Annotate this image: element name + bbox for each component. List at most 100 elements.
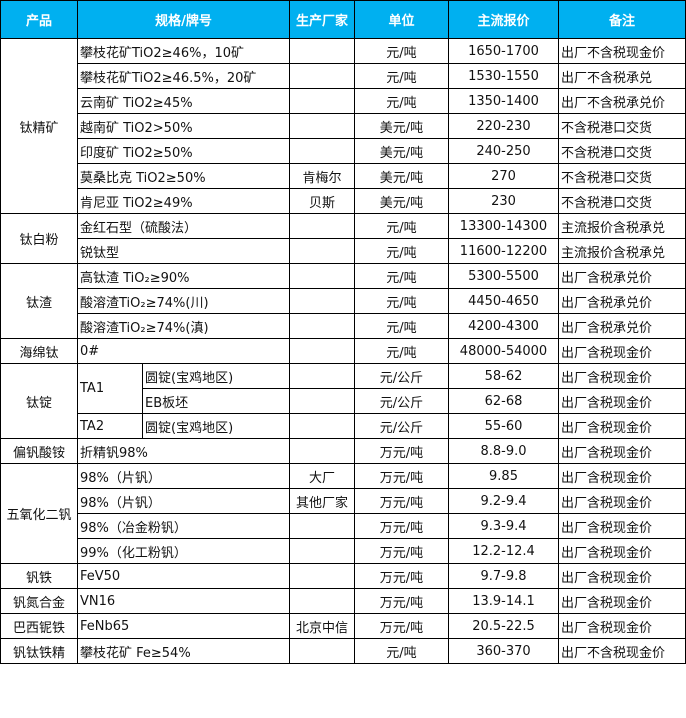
price-cell: 230 (448, 188, 559, 214)
maker-cell (289, 538, 355, 564)
unit-cell: 万元/吨 (354, 488, 449, 514)
product-cell: 钒氮合金 (0, 588, 78, 614)
note-cell: 出厂含税现金价 (558, 588, 686, 614)
maker-cell: 北京中信 (289, 613, 355, 639)
maker-cell (289, 588, 355, 614)
table-row: 偏钒酸铵 折精钒98% 万元/吨 8.8-9.0 出厂含税现金价 (0, 438, 686, 464)
price-cell: 9.85 (448, 463, 559, 489)
table-row: 印度矿 TiO2≥50% 美元/吨 240-250 不含税港口交货 (1, 138, 686, 164)
unit-cell: 美元/吨 (354, 113, 449, 139)
table-row: 攀枝花矿TiO2≥46.5%，20矿 元/吨 1530-1550 出厂不含税承兑 (1, 63, 686, 89)
grade-cell: TA2 (77, 413, 143, 439)
note-cell: 不含税港口交货 (558, 163, 686, 189)
maker-cell (289, 363, 355, 389)
maker-cell (289, 288, 355, 314)
table-row: 巴西铌铁 FeNb65 北京中信 万元/吨 20.5-22.5 出厂含税现金价 (0, 613, 686, 639)
price-cell: 13300-14300 (448, 213, 559, 239)
price-cell: 55-60 (448, 413, 559, 439)
unit-cell: 元/吨 (354, 88, 449, 114)
table-row: 肯尼亚 TiO2≥49% 贝斯 美元/吨 230 不含税港口交货 (1, 188, 686, 214)
note-cell: 主流报价含税承兑 (558, 238, 686, 264)
maker-cell: 大厂 (289, 463, 355, 489)
maker-cell (289, 638, 355, 664)
spec-cell: 圆锭(宝鸡地区) (142, 363, 290, 389)
note-cell: 出厂含税现金价 (558, 488, 686, 514)
maker-cell (289, 213, 355, 239)
unit-cell: 元/吨 (354, 63, 449, 89)
price-cell: 5300-5500 (448, 263, 559, 289)
price-cell: 13.9-14.1 (448, 588, 559, 614)
table-row: 酸溶渣TiO₂≥74%(川) 元/吨 4450-4650 出厂含税承兑价 (1, 288, 686, 314)
table-row: 酸溶渣TiO₂≥74%(滇) 元/吨 4200-4300 出厂含税承兑价 (1, 313, 686, 339)
price-cell: 62-68 (448, 388, 559, 414)
note-cell: 出厂不含税现金价 (558, 38, 686, 64)
maker-cell (289, 138, 355, 164)
table-row: 钒铁 FeV50 万元/吨 9.7-9.8 出厂含税现金价 (0, 563, 686, 589)
note-cell: 出厂含税承兑价 (558, 288, 686, 314)
table-row: 海绵钛 0# 元/吨 48000-54000 出厂含税现金价 (0, 338, 686, 364)
table-row: 钛渣 高钛渣 TiO₂≥90% 元/吨 5300-5500 出厂含税承兑价 (0, 263, 686, 339)
table-row: 钒氮合金 VN16 万元/吨 13.9-14.1 出厂含税现金价 (0, 588, 686, 614)
unit-cell: 元/吨 (354, 338, 449, 364)
maker-cell (289, 263, 355, 289)
header-note: 备注 (558, 0, 686, 39)
note-cell: 出厂含税现金价 (558, 438, 686, 464)
spec-cell: 98%（片钒） (77, 488, 290, 514)
unit-cell: 万元/吨 (354, 463, 449, 489)
header-product: 产品 (0, 0, 78, 39)
grade-cell: TA1 (77, 363, 143, 414)
spec-cell: 98%（冶金粉钒） (77, 513, 290, 539)
note-cell: 出厂含税现金价 (558, 563, 686, 589)
header-price: 主流报价 (448, 0, 559, 39)
maker-cell (289, 338, 355, 364)
maker-cell: 贝斯 (289, 188, 355, 214)
spec-cell: FeNb65 (77, 613, 290, 639)
unit-cell: 万元/吨 (354, 588, 449, 614)
spec-cell: 折精钒98% (77, 438, 290, 464)
price-cell: 58-62 (448, 363, 559, 389)
spec-cell: 肯尼亚 TiO2≥49% (77, 188, 290, 214)
unit-cell: 万元/吨 (354, 563, 449, 589)
price-cell: 48000-54000 (448, 338, 559, 364)
table-row: TA2 圆锭(宝鸡地区) 元/公斤 55-60 出厂含税现金价 (1, 413, 686, 439)
table-row: 莫桑比克 TiO2≥50% 肯梅尔 美元/吨 270 不含税港口交货 (1, 163, 686, 189)
note-cell: 出厂含税现金价 (558, 513, 686, 539)
table-row: 99%（化工粉钒） 万元/吨 12.2-12.4 出厂含税现金价 (1, 538, 686, 564)
spec-cell: 印度矿 TiO2≥50% (77, 138, 290, 164)
spec-cell: 99%（化工粉钒） (77, 538, 290, 564)
table-row: 钒钛铁精 攀枝花矿 Fe≥54% 元/吨 360-370 出厂不含税现金价 (0, 638, 686, 664)
unit-cell: 元/吨 (354, 263, 449, 289)
product-cell: 钛白粉 (0, 213, 78, 264)
unit-cell: 元/吨 (354, 238, 449, 264)
spec-cell: 0# (77, 338, 290, 364)
unit-cell: 元/吨 (354, 213, 449, 239)
note-cell: 出厂含税承兑价 (558, 263, 686, 289)
product-cell: 巴西铌铁 (0, 613, 78, 639)
unit-cell: 美元/吨 (354, 138, 449, 164)
maker-cell (289, 438, 355, 464)
price-cell: 220-230 (448, 113, 559, 139)
spec-cell: 98%（片钒） (77, 463, 290, 489)
spec-cell: 攀枝花矿TiO2≥46%，10矿 (77, 38, 290, 64)
spec-cell: 莫桑比克 TiO2≥50% (77, 163, 290, 189)
unit-cell: 元/吨 (354, 638, 449, 664)
table-row: 云南矿 TiO2≥45% 元/吨 1350-1400 出厂不含税承兑价 (1, 88, 686, 114)
maker-cell (289, 388, 355, 414)
price-cell: 1650-1700 (448, 38, 559, 64)
header-unit: 单位 (354, 0, 449, 39)
product-cell: 钛渣 (0, 263, 78, 339)
note-cell: 不含税港口交货 (558, 138, 686, 164)
table-row: 98%（冶金粉钒） 万元/吨 9.3-9.4 出厂含税现金价 (1, 513, 686, 539)
note-cell: 出厂含税承兑价 (558, 313, 686, 339)
price-cell: 8.8-9.0 (448, 438, 559, 464)
maker-cell (289, 38, 355, 64)
spec-cell: 云南矿 TiO2≥45% (77, 88, 290, 114)
note-cell: 出厂不含税现金价 (558, 638, 686, 664)
price-cell: 240-250 (448, 138, 559, 164)
maker-cell (289, 113, 355, 139)
spec-cell: 锐钛型 (77, 238, 290, 264)
unit-cell: 元/公斤 (354, 363, 449, 389)
spec-cell: 金红石型（硫酸法） (77, 213, 290, 239)
header-maker: 生产厂家 (289, 0, 355, 39)
unit-cell: 元/吨 (354, 38, 449, 64)
